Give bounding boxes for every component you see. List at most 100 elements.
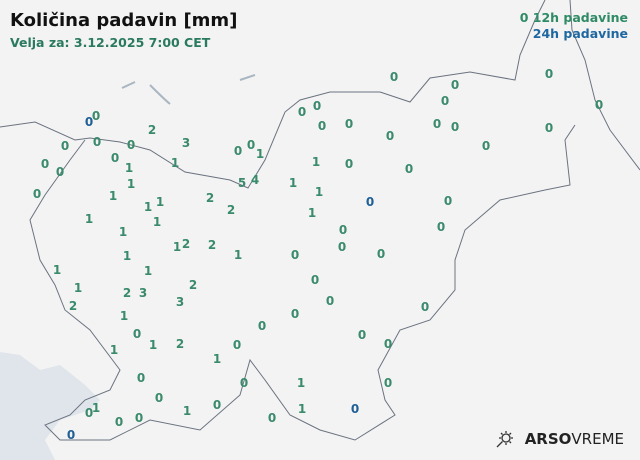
station-value-12h[interactable]: 0: [344, 117, 354, 131]
station-value-12h[interactable]: 1: [148, 338, 158, 352]
station-value-12h[interactable]: 2: [68, 299, 78, 313]
station-value-12h[interactable]: 2: [207, 238, 217, 252]
station-value-12h[interactable]: 3: [175, 295, 185, 309]
station-value-12h[interactable]: 1: [255, 147, 265, 161]
station-value-12h[interactable]: 2: [205, 191, 215, 205]
station-value-12h[interactable]: 0: [383, 376, 393, 390]
station-value-12h[interactable]: 0: [239, 376, 249, 390]
station-value-12h[interactable]: 0: [32, 187, 42, 201]
station-value-12h[interactable]: 1: [307, 206, 317, 220]
station-value-12h[interactable]: 0: [310, 273, 320, 287]
station-value-12h[interactable]: 1: [52, 263, 62, 277]
station-value-12h[interactable]: 1: [118, 225, 128, 239]
station-value-12h[interactable]: 5: [237, 176, 247, 190]
station-value-12h[interactable]: 1: [170, 156, 180, 170]
station-value-12h[interactable]: 0: [357, 328, 367, 342]
station-value-12h[interactable]: 0: [126, 138, 136, 152]
station-value-12h[interactable]: 1: [108, 189, 118, 203]
station-value-12h[interactable]: 4: [250, 173, 260, 187]
station-value-24h[interactable]: 0: [365, 195, 375, 209]
station-value-12h[interactable]: 0: [544, 121, 554, 135]
station-value-12h[interactable]: 0: [233, 144, 243, 158]
station-value-12h[interactable]: 0: [55, 165, 65, 179]
station-value-12h[interactable]: 0: [312, 99, 322, 113]
arso-logo[interactable]: ARSOVREME: [495, 430, 624, 448]
station-value-12h[interactable]: 0: [338, 223, 348, 237]
station-value-12h[interactable]: 1: [109, 343, 119, 357]
station-value-12h[interactable]: 0: [290, 307, 300, 321]
station-value-12h[interactable]: 0: [337, 240, 347, 254]
station-value-12h[interactable]: 0: [154, 391, 164, 405]
station-value-12h[interactable]: 1: [311, 155, 321, 169]
station-value-12h[interactable]: 3: [138, 286, 148, 300]
station-value-12h[interactable]: 0: [84, 406, 94, 420]
station-value-12h[interactable]: 1: [296, 376, 306, 390]
station-value-12h[interactable]: 0: [404, 162, 414, 176]
station-value-12h[interactable]: 0: [376, 247, 386, 261]
station-value-12h[interactable]: 0: [290, 248, 300, 262]
station-value-12h[interactable]: 0: [420, 300, 430, 314]
station-value-12h[interactable]: 0: [450, 78, 460, 92]
station-value-12h[interactable]: 1: [152, 215, 162, 229]
station-value-12h[interactable]: 1: [122, 249, 132, 263]
station-value-12h[interactable]: 0: [114, 415, 124, 429]
station-value-12h[interactable]: 1: [119, 309, 129, 323]
station-value-12h[interactable]: 0: [246, 138, 256, 152]
station-value-12h[interactable]: 2: [122, 286, 132, 300]
station-value-12h[interactable]: 0: [297, 105, 307, 119]
station-value-12h[interactable]: 0: [385, 129, 395, 143]
station-value-12h[interactable]: 3: [181, 136, 191, 150]
station-value-12h[interactable]: 0: [132, 327, 142, 341]
station-value-12h[interactable]: 0: [432, 117, 442, 131]
station-value-12h[interactable]: 1: [126, 177, 136, 191]
station-value-12h[interactable]: 1: [172, 240, 182, 254]
station-value-12h[interactable]: 1: [288, 176, 298, 190]
station-value-12h[interactable]: 0: [92, 135, 102, 149]
station-value-12h[interactable]: 0: [325, 294, 335, 308]
station-value-12h[interactable]: 0: [389, 70, 399, 84]
station-value-12h[interactable]: 2: [226, 203, 236, 217]
station-value-12h[interactable]: 0: [60, 139, 70, 153]
station-value-12h[interactable]: 0: [383, 337, 393, 351]
station-value-12h[interactable]: 2: [188, 278, 198, 292]
station-value-12h[interactable]: 0: [40, 157, 50, 171]
station-value-12h[interactable]: 0: [257, 319, 267, 333]
station-value-24h[interactable]: 0: [66, 428, 76, 442]
station-value-12h[interactable]: 0: [212, 398, 222, 412]
station-value-12h[interactable]: 1: [155, 195, 165, 209]
station-value-12h[interactable]: 1: [73, 281, 83, 295]
station-value-12h[interactable]: 0: [91, 109, 101, 123]
station-value-12h[interactable]: 1: [124, 161, 134, 175]
station-value-12h[interactable]: 0: [440, 94, 450, 108]
station-value-12h[interactable]: 0: [317, 119, 327, 133]
station-value-12h[interactable]: 0: [344, 157, 354, 171]
station-value-24h[interactable]: 0: [350, 402, 360, 416]
station-value-12h[interactable]: 0: [481, 139, 491, 153]
station-value-12h[interactable]: 1: [182, 404, 192, 418]
station-value-12h[interactable]: 0: [450, 120, 460, 134]
station-value-12h[interactable]: 0: [594, 98, 604, 112]
station-value-12h[interactable]: 0: [110, 151, 120, 165]
station-value-12h[interactable]: 0: [443, 194, 453, 208]
station-value-12h[interactable]: 0: [544, 67, 554, 81]
station-value-12h[interactable]: 0: [232, 338, 242, 352]
legend-12h-label: 12h padavine: [532, 10, 628, 25]
station-value-12h[interactable]: 0: [436, 220, 446, 234]
station-value-12h[interactable]: 1: [314, 185, 324, 199]
station-value-12h[interactable]: 1: [212, 352, 222, 366]
station-value-12h[interactable]: 1: [143, 200, 153, 214]
station-value-12h[interactable]: 0: [134, 411, 144, 425]
station-value-12h[interactable]: 0: [267, 411, 277, 425]
station-value-12h[interactable]: 1: [143, 264, 153, 278]
station-value-12h[interactable]: 1: [84, 212, 94, 226]
station-value-12h[interactable]: 1: [297, 402, 307, 416]
station-value-12h[interactable]: 1: [91, 401, 101, 415]
station-value-12h[interactable]: 1: [233, 248, 243, 262]
station-value-12h[interactable]: 0: [136, 371, 146, 385]
station-value-12h[interactable]: 2: [147, 123, 157, 137]
station-value-12h[interactable]: 2: [181, 237, 191, 251]
station-value-12h[interactable]: 2: [175, 337, 185, 351]
station-value-24h[interactable]: 0: [84, 115, 94, 129]
